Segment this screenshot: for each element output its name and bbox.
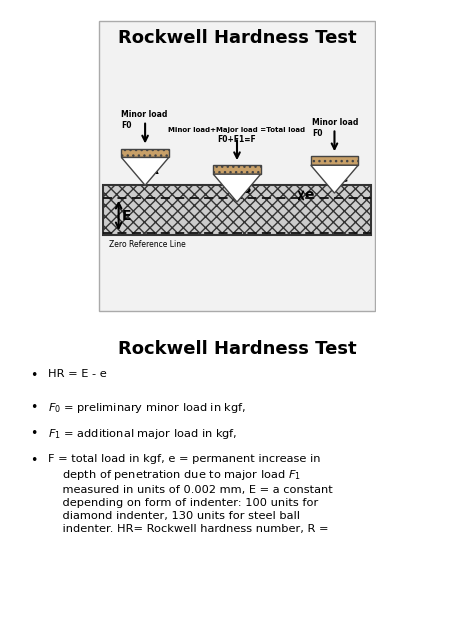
Text: Rockwell Hardness Test: Rockwell Hardness Test <box>118 340 356 358</box>
Text: F0: F0 <box>121 121 132 130</box>
Bar <box>121 149 169 157</box>
Text: Zero Reference Line: Zero Reference Line <box>109 240 186 248</box>
Text: B: B <box>241 183 252 197</box>
Text: Minor load: Minor load <box>312 118 358 127</box>
Text: •: • <box>30 427 37 441</box>
Text: $F_0$ = preliminary minor load in kgf,: $F_0$ = preliminary minor load in kgf, <box>47 401 246 415</box>
Text: HR = E - e: HR = E - e <box>47 369 106 379</box>
Text: F = total load in kgf, e = permanent increase in
    depth of penetration due to: F = total load in kgf, e = permanent inc… <box>47 454 332 534</box>
Text: $F_1$ = additional major load in kgf,: $F_1$ = additional major load in kgf, <box>47 427 237 441</box>
Polygon shape <box>213 174 261 202</box>
Bar <box>103 185 371 236</box>
Text: C: C <box>337 171 347 185</box>
Text: Minor load+Major load =Total load: Minor load+Major load =Total load <box>168 127 306 133</box>
Polygon shape <box>311 165 358 193</box>
Text: •: • <box>30 454 37 466</box>
Text: e: e <box>304 188 314 202</box>
Bar <box>311 156 358 165</box>
Text: A: A <box>148 163 159 177</box>
Bar <box>213 165 261 174</box>
Text: •: • <box>30 401 37 414</box>
Polygon shape <box>121 157 169 185</box>
Text: F0: F0 <box>312 129 323 138</box>
Text: F0+F1=F: F0+F1=F <box>218 135 256 143</box>
Text: Rockwell Hardness Test: Rockwell Hardness Test <box>118 29 356 47</box>
Text: E: E <box>122 209 131 222</box>
Text: Minor load: Minor load <box>121 111 168 119</box>
Text: •: • <box>30 369 37 382</box>
